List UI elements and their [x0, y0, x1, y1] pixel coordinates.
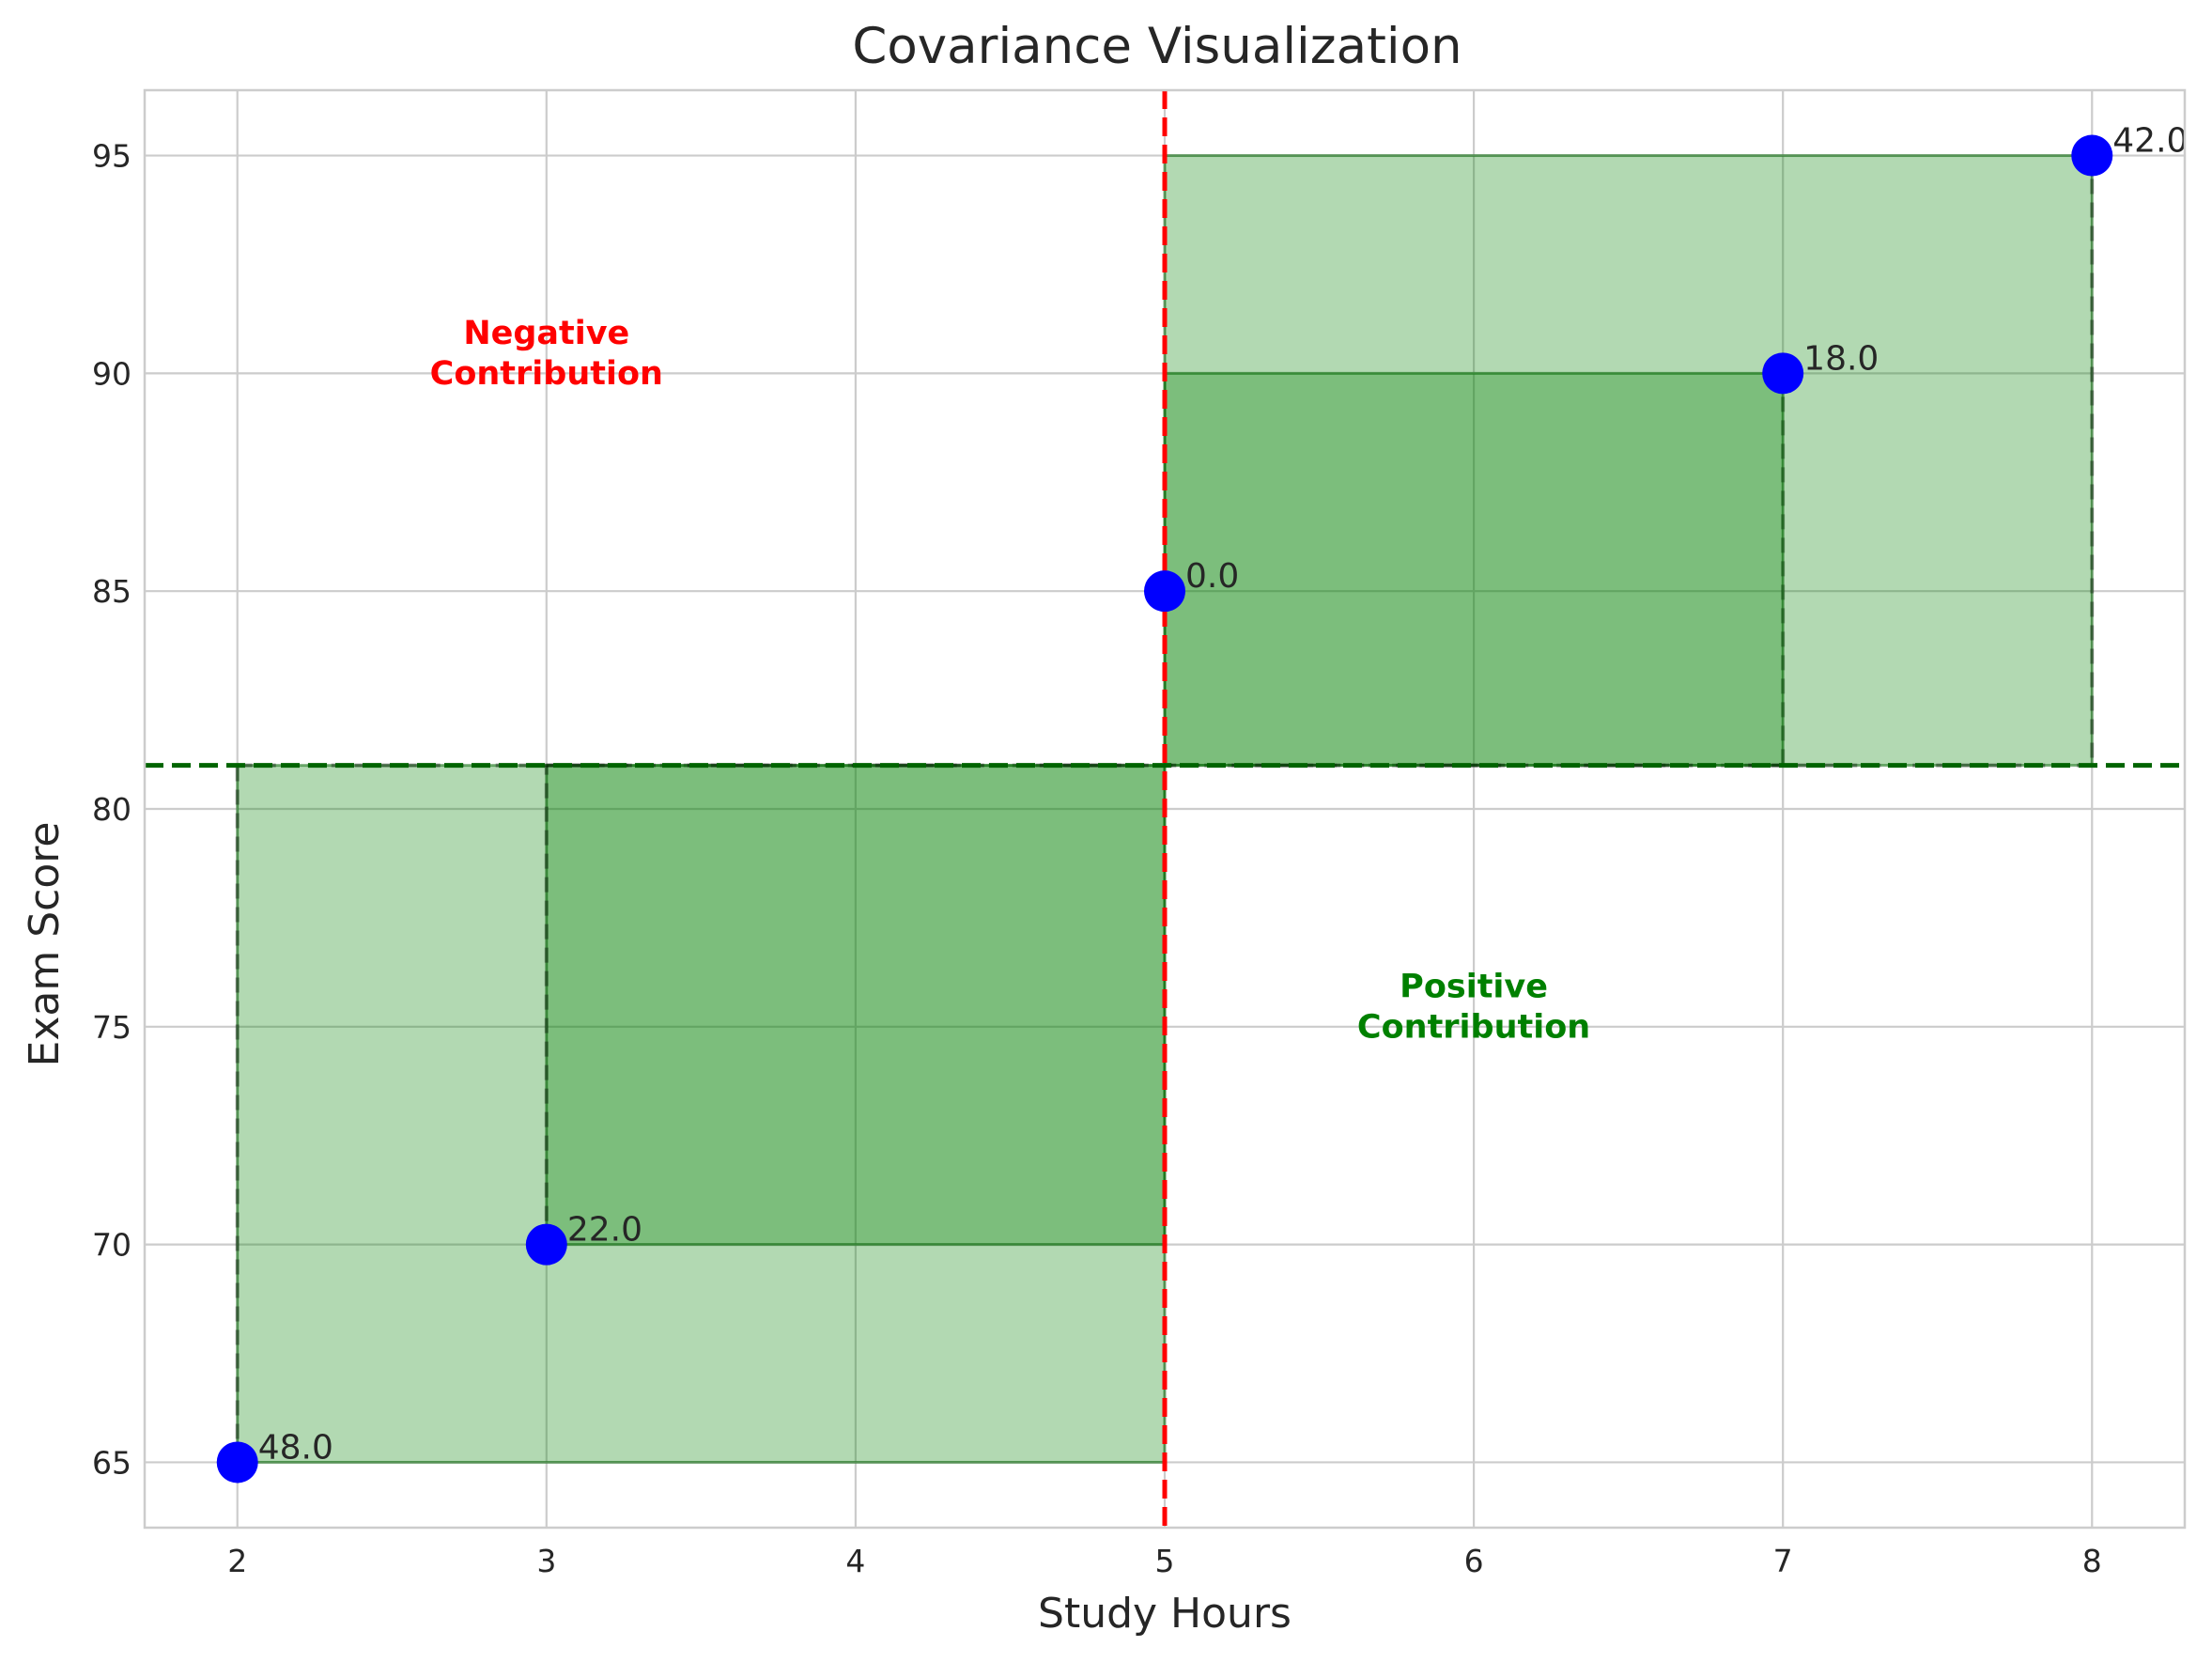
data-point-label: 42.0	[2112, 122, 2188, 161]
x-tick-label: 2	[227, 1543, 247, 1579]
x-tick-label: 6	[1464, 1543, 1484, 1579]
chart-text: Covariance Visualization Study Hours Exa…	[21, 18, 2102, 1638]
data-point-label: 48.0	[258, 1428, 333, 1467]
y-tick-label: 95	[92, 138, 131, 175]
mean-lines	[145, 90, 2185, 1528]
y-tick-label: 65	[92, 1444, 131, 1481]
data-point	[2071, 134, 2113, 177]
region-annotation-line: Contribution	[1357, 1009, 1590, 1047]
data-point	[1144, 570, 1185, 613]
covariance-rectangle	[236, 764, 1167, 1464]
y-tick-label: 85	[92, 573, 131, 610]
x-axis-label: Study Hours	[1038, 1590, 1292, 1638]
x-tick-label: 5	[1155, 1543, 1175, 1579]
x-tick-label: 8	[2082, 1543, 2102, 1579]
x-tick-label: 4	[845, 1543, 865, 1579]
covariance-rectangles	[235, 154, 2095, 1464]
x-tick-label: 7	[1773, 1543, 1793, 1579]
data-point	[216, 1441, 258, 1483]
y-tick-label: 70	[92, 1227, 131, 1264]
y-axis-label: Exam Score	[21, 822, 69, 1067]
axes-frame	[143, 88, 2187, 1530]
data-point	[525, 1223, 567, 1266]
region-annotation: Negative Contribution	[430, 315, 663, 393]
data-point-label: 18.0	[1803, 339, 1879, 378]
region-annotation: Positive Contribution	[1357, 969, 1590, 1047]
y-tick-label: 80	[92, 791, 131, 828]
chart-title: Covariance Visualization	[852, 18, 1462, 75]
data-point-label: 22.0	[567, 1211, 642, 1250]
region-annotation-line: Negative	[463, 315, 629, 352]
data-point-label: 0.0	[1185, 557, 1239, 596]
region-annotation-line: Contribution	[430, 355, 663, 393]
y-tick-label: 75	[92, 1009, 131, 1046]
covariance-rectangle	[545, 764, 1167, 1247]
data-point	[1762, 352, 1804, 395]
x-tick-label: 3	[536, 1543, 556, 1579]
data-points: 48.0 22.0 0.0 18.0 42.0	[216, 122, 2188, 1483]
region-annotation-line: Positive	[1400, 969, 1548, 1006]
y-tick-label: 90	[92, 355, 131, 392]
covariance-rectangle	[1163, 371, 1785, 768]
covariance-rectangle	[1163, 154, 2094, 768]
